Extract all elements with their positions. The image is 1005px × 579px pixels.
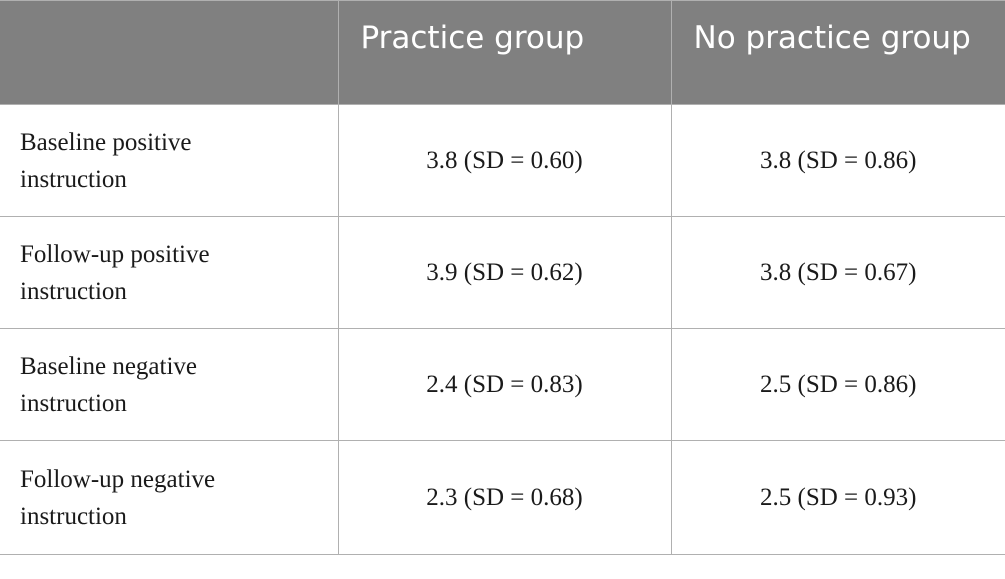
practice-value: 2.3 (SD = 0.68) <box>337 440 672 555</box>
table-row: Baseline negative instruction 2.4 (SD = … <box>0 328 1005 441</box>
no-practice-value: 3.8 (SD = 0.86) <box>670 104 1005 217</box>
practice-value: 3.8 (SD = 0.60) <box>337 104 672 217</box>
table-row: Baseline positive instruction 3.8 (SD = … <box>0 104 1005 217</box>
header-no-practice-group: No practice group <box>670 0 1005 105</box>
no-practice-value: 3.8 (SD = 0.67) <box>670 216 1005 329</box>
header-practice-group: Practice group <box>337 0 671 105</box>
practice-value: 3.9 (SD = 0.62) <box>337 216 672 329</box>
results-table: Practice group No practice group Baselin… <box>0 0 1005 555</box>
row-label: Baseline positive instruction <box>0 104 339 217</box>
no-practice-value: 2.5 (SD = 0.86) <box>670 328 1005 441</box>
table-row: Follow-up positive instruction 3.9 (SD =… <box>0 216 1005 329</box>
row-label: Follow-up positive instruction <box>0 216 339 329</box>
practice-value: 2.4 (SD = 0.83) <box>337 328 672 441</box>
table-row: Follow-up negative instruction 2.3 (SD =… <box>0 440 1005 555</box>
header-row: Practice group No practice group <box>0 0 1005 105</box>
no-practice-value: 2.5 (SD = 0.93) <box>670 440 1005 555</box>
row-label: Baseline negative instruction <box>0 328 339 441</box>
header-empty-cell <box>0 0 338 105</box>
table-header: Practice group No practice group <box>0 0 1005 105</box>
table-body: Baseline positive instruction 3.8 (SD = … <box>0 104 1005 555</box>
row-label: Follow-up negative instruction <box>0 440 339 555</box>
